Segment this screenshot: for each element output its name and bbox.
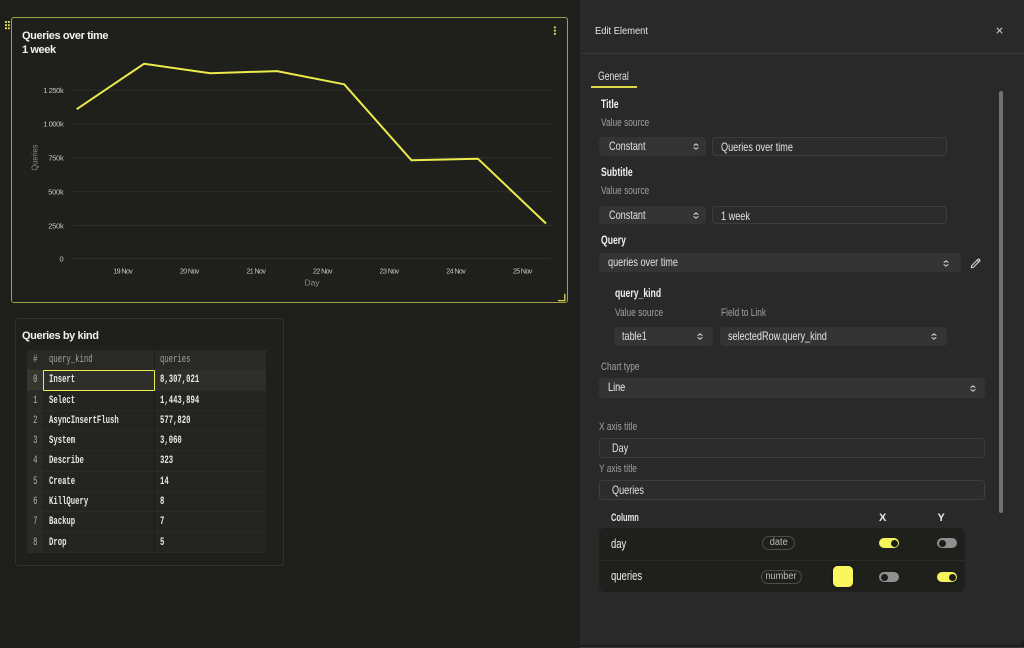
svg-text:750k: 750k (48, 154, 64, 163)
svg-text:Day: Day (305, 278, 321, 288)
svg-text:500k: 500k (48, 188, 64, 197)
svg-text:1 250k: 1 250k (43, 86, 64, 95)
svg-text:0: 0 (60, 254, 64, 263)
svg-text:25 Nov: 25 Nov (513, 268, 533, 276)
svg-text:250k: 250k (48, 221, 64, 230)
svg-text:20 Nov: 20 Nov (180, 268, 200, 276)
svg-text:1 000k: 1 000k (43, 120, 64, 129)
svg-text:21 Nov: 21 Nov (246, 268, 266, 276)
svg-text:24 Nov: 24 Nov (446, 268, 466, 276)
svg-text:23 Nov: 23 Nov (380, 268, 400, 276)
svg-text:19 Nov: 19 Nov (113, 268, 133, 276)
svg-text:Queries: Queries (30, 145, 40, 171)
svg-text:22 Nov: 22 Nov (313, 268, 333, 276)
